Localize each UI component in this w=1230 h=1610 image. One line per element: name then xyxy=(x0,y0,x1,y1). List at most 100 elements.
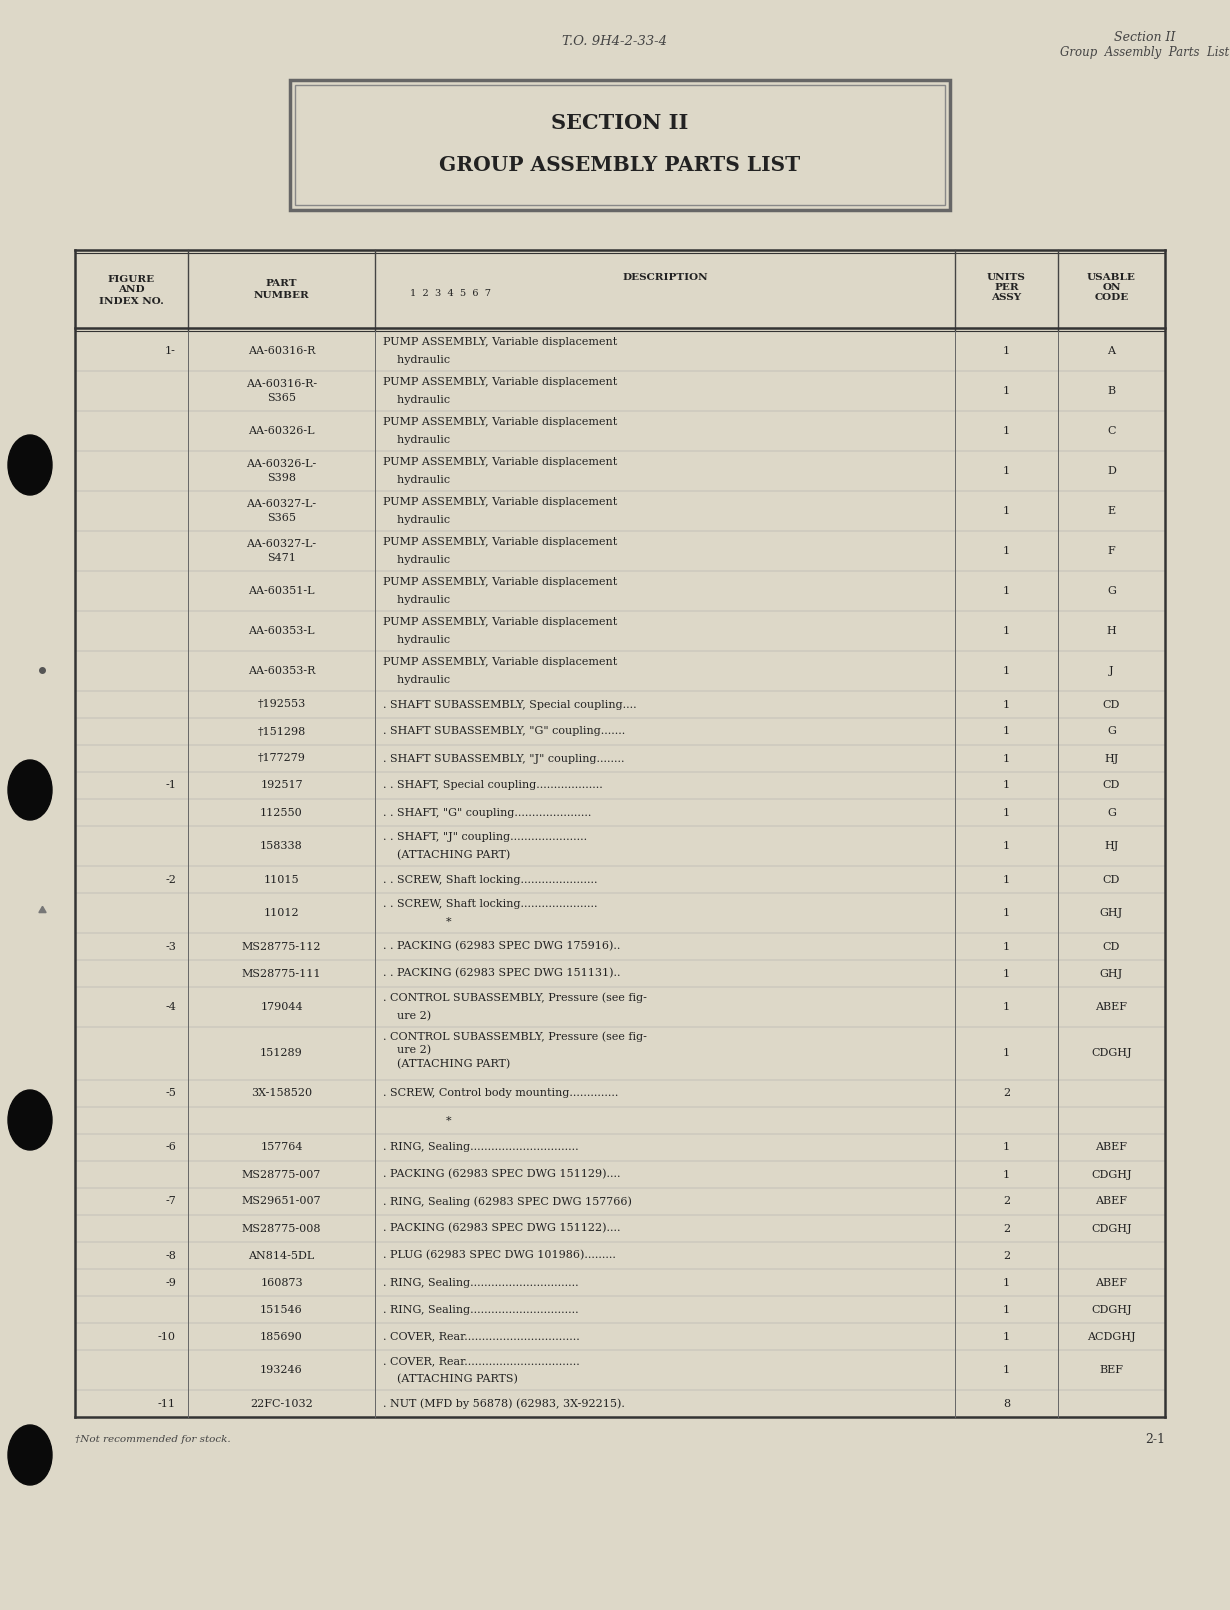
Text: hydraulic: hydraulic xyxy=(383,596,450,605)
Text: PUMP ASSEMBLY, Variable displacement: PUMP ASSEMBLY, Variable displacement xyxy=(383,497,617,507)
Text: ABEF: ABEF xyxy=(1096,1001,1128,1013)
Text: (ATTACHING PART): (ATTACHING PART) xyxy=(383,1059,510,1069)
Text: 1: 1 xyxy=(1002,1169,1010,1180)
Text: MS28775-112: MS28775-112 xyxy=(242,942,321,952)
Text: . . SHAFT, "J" coupling......................: . . SHAFT, "J" coupling.................… xyxy=(383,832,587,842)
Text: . COVER, Rear.................................: . COVER, Rear...........................… xyxy=(383,1356,579,1365)
Text: *: * xyxy=(383,918,451,927)
Text: CDGHJ: CDGHJ xyxy=(1091,1304,1132,1314)
Text: FIGURE: FIGURE xyxy=(108,274,155,283)
Text: . . PACKING (62983 SPEC DWG 175916)..: . . PACKING (62983 SPEC DWG 175916).. xyxy=(383,942,620,952)
Text: . PACKING (62983 SPEC DWG 151129)....: . PACKING (62983 SPEC DWG 151129).... xyxy=(383,1169,620,1180)
Text: hydraulic: hydraulic xyxy=(383,634,450,646)
Text: -7: -7 xyxy=(165,1196,176,1206)
Text: -5: -5 xyxy=(165,1088,176,1098)
Text: B: B xyxy=(1107,386,1116,396)
Text: 1: 1 xyxy=(1002,465,1010,477)
Text: PUMP ASSEMBLY, Variable displacement: PUMP ASSEMBLY, Variable displacement xyxy=(383,417,617,427)
Text: 157764: 157764 xyxy=(261,1143,303,1153)
Text: AA-60326-L-: AA-60326-L- xyxy=(246,459,316,469)
Text: F: F xyxy=(1108,546,1116,555)
Text: 1: 1 xyxy=(1002,1304,1010,1314)
Text: T.O. 9H4-2-33-4: T.O. 9H4-2-33-4 xyxy=(562,35,668,48)
Text: (ATTACHING PART): (ATTACHING PART) xyxy=(383,850,510,860)
Text: 1  2  3  4  5  6  7: 1 2 3 4 5 6 7 xyxy=(410,288,491,298)
Text: . RING, Sealing...............................: . RING, Sealing.........................… xyxy=(383,1304,578,1314)
Text: ure 2): ure 2) xyxy=(383,1011,432,1021)
Text: HJ: HJ xyxy=(1105,753,1119,763)
Text: †177279: †177279 xyxy=(257,753,305,763)
Text: 2: 2 xyxy=(1002,1088,1010,1098)
Text: 1: 1 xyxy=(1002,586,1010,596)
Text: 193246: 193246 xyxy=(260,1365,303,1375)
Text: . SHAFT SUBASSEMBLY, "J" coupling........: . SHAFT SUBASSEMBLY, "J" coupling.......… xyxy=(383,753,625,763)
Text: -6: -6 xyxy=(165,1143,176,1153)
Text: S398: S398 xyxy=(267,473,296,483)
Text: . SHAFT SUBASSEMBLY, Special coupling....: . SHAFT SUBASSEMBLY, Special coupling...… xyxy=(383,699,637,710)
Text: . . SCREW, Shaft locking......................: . . SCREW, Shaft locking................… xyxy=(383,898,598,910)
Text: hydraulic: hydraulic xyxy=(383,354,450,365)
Text: D: D xyxy=(1107,465,1116,477)
Text: CDGHJ: CDGHJ xyxy=(1091,1224,1132,1233)
Text: S365: S365 xyxy=(267,514,296,523)
Text: MS28775-111: MS28775-111 xyxy=(242,969,321,979)
Text: PUMP ASSEMBLY, Variable displacement: PUMP ASSEMBLY, Variable displacement xyxy=(383,538,617,547)
Text: BEF: BEF xyxy=(1100,1365,1123,1375)
Text: -8: -8 xyxy=(165,1251,176,1261)
Text: 1: 1 xyxy=(1002,427,1010,436)
Text: 1: 1 xyxy=(1002,874,1010,884)
Text: PUMP ASSEMBLY, Variable displacement: PUMP ASSEMBLY, Variable displacement xyxy=(383,457,617,467)
Text: . . SHAFT, "G" coupling......................: . . SHAFT, "G" coupling.................… xyxy=(383,808,592,818)
Text: CDGHJ: CDGHJ xyxy=(1091,1169,1132,1180)
Text: DESCRIPTION: DESCRIPTION xyxy=(622,272,707,282)
Text: -9: -9 xyxy=(165,1277,176,1288)
Text: AA-60353-L: AA-60353-L xyxy=(248,626,315,636)
Text: -3: -3 xyxy=(165,942,176,952)
Text: 1: 1 xyxy=(1002,1143,1010,1153)
Text: -4: -4 xyxy=(165,1001,176,1013)
Text: PUMP ASSEMBLY, Variable displacement: PUMP ASSEMBLY, Variable displacement xyxy=(383,377,617,386)
Text: . . PACKING (62983 SPEC DWG 151131)..: . . PACKING (62983 SPEC DWG 151131).. xyxy=(383,968,620,979)
Text: ABEF: ABEF xyxy=(1096,1143,1128,1153)
Text: †151298: †151298 xyxy=(257,726,305,736)
Text: PUMP ASSEMBLY, Variable displacement: PUMP ASSEMBLY, Variable displacement xyxy=(383,657,617,667)
Text: 1: 1 xyxy=(1002,546,1010,555)
Text: 179044: 179044 xyxy=(261,1001,303,1013)
Text: CD: CD xyxy=(1103,781,1121,791)
Text: 1: 1 xyxy=(1002,386,1010,396)
Text: AA-60316-R: AA-60316-R xyxy=(247,346,315,356)
Text: 1: 1 xyxy=(1002,346,1010,356)
Text: 1: 1 xyxy=(1002,781,1010,791)
Text: -11: -11 xyxy=(157,1399,176,1409)
Text: . PLUG (62983 SPEC DWG 101986).........: . PLUG (62983 SPEC DWG 101986)......... xyxy=(383,1251,616,1261)
Text: ABEF: ABEF xyxy=(1096,1277,1128,1288)
Text: AA-60326-L: AA-60326-L xyxy=(248,427,315,436)
Text: SECTION II: SECTION II xyxy=(551,113,689,134)
Text: 2: 2 xyxy=(1002,1251,1010,1261)
Text: UNITS: UNITS xyxy=(986,272,1026,282)
Text: AA-60351-L: AA-60351-L xyxy=(248,586,315,596)
Text: 2-1: 2-1 xyxy=(1145,1433,1165,1446)
Text: 151289: 151289 xyxy=(260,1048,303,1058)
Text: HJ: HJ xyxy=(1105,840,1119,852)
Text: 11012: 11012 xyxy=(263,908,299,918)
Text: †Not recommended for stock.: †Not recommended for stock. xyxy=(75,1435,231,1444)
Text: . . SCREW, Shaft locking......................: . . SCREW, Shaft locking................… xyxy=(383,874,598,884)
Text: 160873: 160873 xyxy=(261,1277,303,1288)
Text: AA-60353-R: AA-60353-R xyxy=(247,667,315,676)
Text: . RING, Sealing...............................: . RING, Sealing.........................… xyxy=(383,1143,578,1153)
Text: C: C xyxy=(1107,427,1116,436)
Text: 1: 1 xyxy=(1002,753,1010,763)
Text: AA-60327-L-: AA-60327-L- xyxy=(246,499,316,509)
Text: MS28775-007: MS28775-007 xyxy=(242,1169,321,1180)
Text: Section II: Section II xyxy=(1114,32,1176,45)
Text: MS28775-008: MS28775-008 xyxy=(242,1224,321,1233)
Text: 192517: 192517 xyxy=(261,781,303,791)
Text: -2: -2 xyxy=(165,874,176,884)
Text: . PACKING (62983 SPEC DWG 151122)....: . PACKING (62983 SPEC DWG 151122).... xyxy=(383,1224,620,1233)
Text: G: G xyxy=(1107,726,1116,736)
FancyBboxPatch shape xyxy=(295,85,945,204)
Text: . . SHAFT, Special coupling...................: . . SHAFT, Special coupling.............… xyxy=(383,781,603,791)
Text: INDEX NO.: INDEX NO. xyxy=(100,296,164,306)
Text: 1: 1 xyxy=(1002,626,1010,636)
